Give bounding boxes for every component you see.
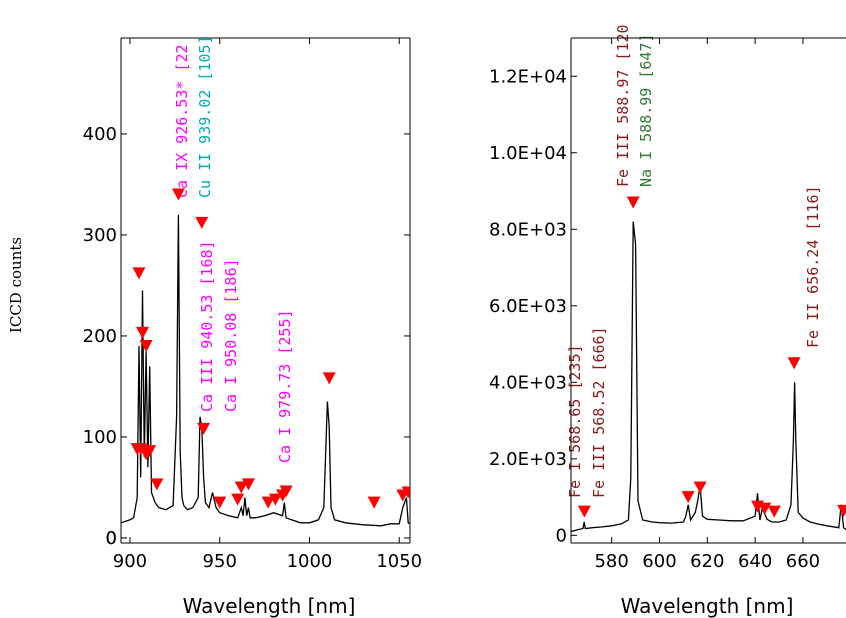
peak-marker — [213, 496, 227, 509]
y-tick-label: 0 — [556, 525, 567, 546]
x-tick-label: 1000 — [287, 551, 333, 572]
left-y-axis-title: ICCD counts — [7, 237, 25, 333]
line-annotation: Fe III 588.97 [120 — [614, 24, 632, 187]
x-tick-label: 950 — [203, 551, 237, 572]
y-tick-label: 4.0E+03 — [489, 372, 567, 393]
peak-marker — [139, 340, 153, 353]
line-annotation: Ca I 979.73 [255] — [276, 309, 294, 463]
line-annotation: Fe III 568.52 [666] — [590, 326, 608, 498]
x-tick-label: 1050 — [376, 551, 422, 572]
left-plot-area — [121, 188, 410, 527]
peak-marker — [693, 481, 707, 494]
x-tick-label: 620 — [690, 551, 724, 572]
peak-marker — [197, 422, 211, 435]
peak-marker — [787, 357, 801, 370]
peak-marker — [279, 485, 293, 498]
x-tick-label: 900 — [113, 551, 147, 572]
right-plot-area — [571, 196, 846, 533]
peak-marker — [401, 486, 410, 499]
y-tick-label: 8.0E+03 — [489, 219, 567, 240]
y-tick-label: 0 — [106, 528, 117, 549]
line-annotation: Cu II 939.02 [105] — [196, 35, 214, 198]
peak-marker — [241, 478, 255, 491]
peak-marker — [143, 445, 157, 458]
y-tick-label: 2.0E+03 — [489, 449, 567, 470]
y-tick-label: 0 — [106, 528, 117, 549]
peak-marker — [681, 491, 695, 504]
y-tick-label: 400 — [83, 124, 117, 145]
peak-marker — [268, 493, 282, 506]
line-annotation: Fe I 568.65 [235] — [566, 344, 584, 498]
peak-marker — [577, 505, 591, 518]
left-spectrum-panel: Ca IX 926.53* [22 Cu II 939.02 [105] Ca II… — [7, 35, 422, 618]
peak-marker — [136, 326, 150, 339]
peak-marker — [837, 504, 846, 517]
line-annotation: Ca III 940.53 [168] — [198, 240, 216, 412]
line-annotation: Ca IX 926.53* [22 — [173, 44, 191, 198]
peak-marker — [767, 505, 781, 518]
spectrum-line — [121, 214, 410, 527]
peak-marker — [261, 496, 275, 509]
right-plot-frame: 580 600 620 640 660 2.0E+03 4.0E+03 6.0E+03 8.0E… — [489, 37, 846, 572]
line-annotation: Ca I 950.08 [186] — [222, 258, 240, 412]
right-annotations: Fe III 588.97 [120 Na I 588.99 [647] Fe II… — [566, 24, 822, 498]
peak-marker — [231, 493, 245, 506]
peak-marker — [132, 267, 146, 280]
y-tick-label: 300 — [83, 225, 117, 246]
peak-marker — [150, 478, 164, 491]
y-tick-label: 6.0E+03 — [489, 296, 567, 317]
line-annotation: Fe II 656.24 [116] — [804, 185, 822, 348]
left-annotations: Ca IX 926.53* [22 Cu II 939.02 [105] Ca II… — [173, 35, 294, 463]
peak-marker — [234, 481, 248, 494]
peak-marker — [367, 496, 381, 509]
y-tick-label: 100 — [83, 427, 117, 448]
peak-marker — [195, 216, 209, 229]
y-tick-label: 1.0E+04 — [489, 143, 567, 164]
left-x-axis-title: Wavelength [nm] — [183, 594, 356, 618]
right-x-axis-title: Wavelength [nm] — [621, 594, 794, 618]
peak-marker — [626, 196, 640, 209]
right-spectrum-panel: Fe III 588.97 [120 Na I 588.99 [647] Fe II… — [489, 24, 846, 618]
peak-marker — [322, 372, 336, 385]
y-tick-label: 200 — [83, 326, 117, 347]
peak-marker — [758, 502, 772, 515]
y-tick-label: 1.2E+04 — [489, 66, 567, 87]
x-tick-label: 600 — [642, 551, 676, 572]
x-tick-label: 640 — [738, 551, 772, 572]
x-tick-label: 660 — [786, 551, 820, 572]
spectrum-line — [571, 221, 846, 533]
peak-marker — [171, 188, 185, 201]
line-annotation: Na I 588.99 [647] — [637, 33, 655, 187]
x-tick-label: 580 — [594, 551, 628, 572]
